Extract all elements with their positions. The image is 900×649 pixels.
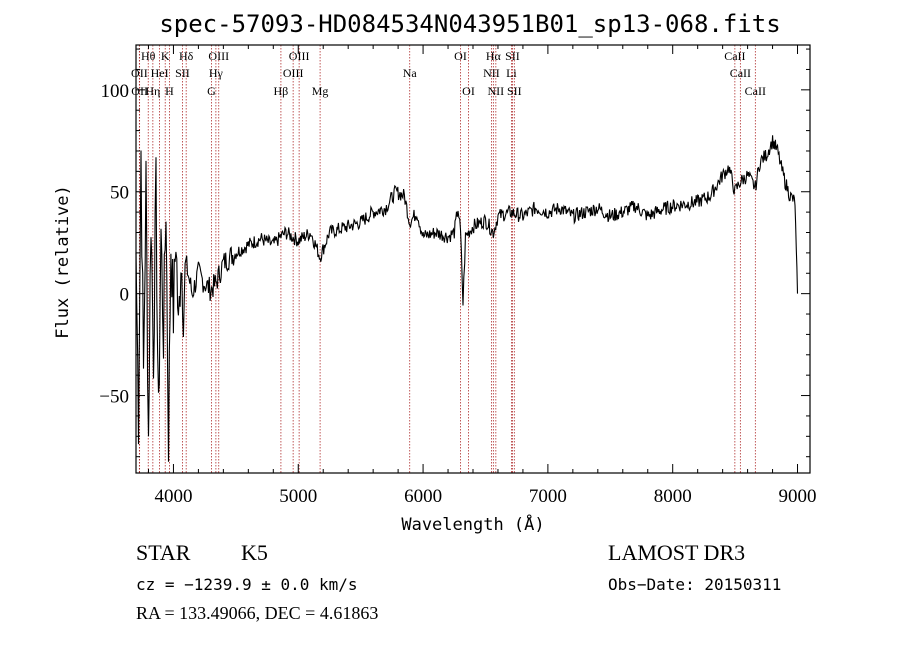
x-tick-label: 5000 [279,486,317,507]
spectral-line-label: G [207,84,216,98]
spectral-line-label: CaII [724,49,745,63]
spectral-line-label: H [165,84,174,98]
redshift-velocity: cz = −1239.9 ± 0.0 km/s [136,575,358,594]
x-tick-label: 4000 [154,486,192,507]
spectral-line-label: Hη [145,84,160,98]
observation-date: Obs−Date: 20150311 [608,575,781,594]
object-class: STAR [136,540,191,565]
x-tick-label: 7000 [529,486,567,507]
spectral-line-label: SII [505,49,520,63]
spectral-line-label: CaII [730,66,751,80]
spectral-line-label: Hγ [209,66,224,80]
spectral-line-label: SII [175,66,190,80]
y-axis-label: Flux (relative) [53,185,73,339]
x-tick-label: 9000 [779,486,817,507]
spectral-line-label: NII [488,84,505,98]
spectral-line-label: Hδ [179,49,194,63]
plot-frame [135,44,811,474]
spectral-line-label: OI [462,84,475,98]
spectral-line-label: OIII [283,66,304,80]
x-tick-label: 8000 [654,486,692,507]
y-axis-ticks: −50 0 50 100 [99,48,810,458]
spectral-line-label: K [161,49,170,63]
spectral-line-label: OIII [289,49,310,63]
y-tick-label: 0 [120,285,130,306]
coordinates: RA = 133.49066, DEC = 4.61863 [136,603,378,623]
spectral-line-label: NII [483,66,500,80]
x-axis-ticks: 4000 5000 6000 7000 8000 9000 [147,45,817,507]
spectral-line-label: Hθ [141,49,156,63]
spectral-line-label: OI [454,49,467,63]
spectral-line-label: Na [403,66,418,80]
survey-name: LAMOST DR3 [608,540,745,565]
y-tick-label: 100 [101,81,130,102]
x-tick-label: 6000 [404,486,442,507]
spectral-line-label: OII [131,66,148,80]
x-axis-label: Wavelength (Å) [401,513,544,535]
spectral-line-label: OIII [208,49,229,63]
subclass: K5 [241,540,268,565]
spectral-line-label: SII [507,84,522,98]
y-tick-label: 50 [110,183,129,204]
y-tick-label: −50 [99,387,129,408]
spectral-line-label: Hβ [274,84,289,98]
spectral-line-label: Hα [486,49,502,63]
spectrum-series-line [135,135,799,462]
spectral-line-label: Mg [312,84,329,98]
chart-title: spec-57093-HD084534N043951B01_sp13-068.f… [159,10,780,38]
spectral-line-label: HeI [151,66,169,80]
spectral-line-label: Li [506,66,517,80]
spectral-line-label: CaII [745,84,766,98]
